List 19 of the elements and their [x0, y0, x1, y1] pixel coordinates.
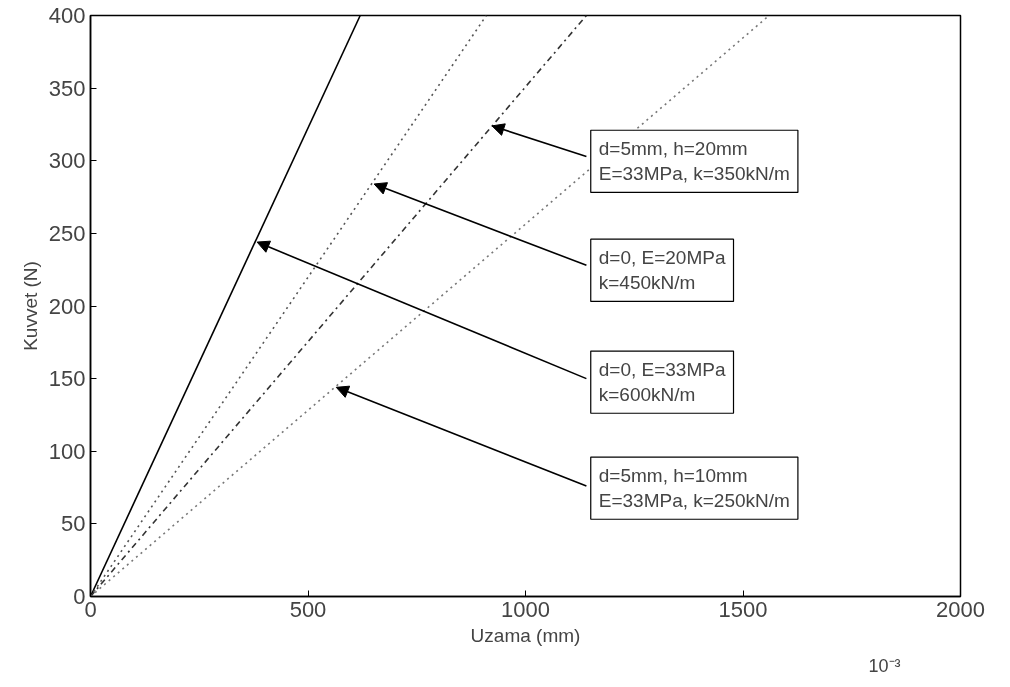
y-axis-title: Kuvvet (N)	[19, 261, 41, 351]
y-tick-label: 100	[48, 438, 86, 464]
y-tick-label: 400	[48, 3, 86, 28]
x-tick-label: 1500	[718, 596, 768, 622]
annotation: d=5mm, h=20mm E=33MPa, k=350kN/m	[598, 138, 790, 185]
y-tick-label: 50	[61, 511, 86, 537]
y-tick-label: 300	[48, 148, 86, 174]
y-tick-label: 250	[48, 220, 86, 246]
x-tick-label: 500	[289, 596, 327, 622]
x-axis-title: Uzama (mm)	[470, 624, 581, 646]
x-tick-label: 1000	[501, 596, 550, 622]
y-tick-label: 200	[48, 293, 86, 319]
annotation: d=0, E=33MPa k=600kN/m	[598, 359, 726, 406]
annotation: d=0, E=20MPa k=450kN/m	[598, 247, 726, 294]
x-tick-label: 2000	[936, 596, 985, 622]
text: 10⁻³	[868, 655, 901, 676]
y-tick-label: 350	[48, 75, 86, 101]
annotation: d=5mm, h=10mm E=33MPa, k=250kN/m	[598, 465, 790, 512]
y-tick-label: 150	[48, 366, 86, 392]
